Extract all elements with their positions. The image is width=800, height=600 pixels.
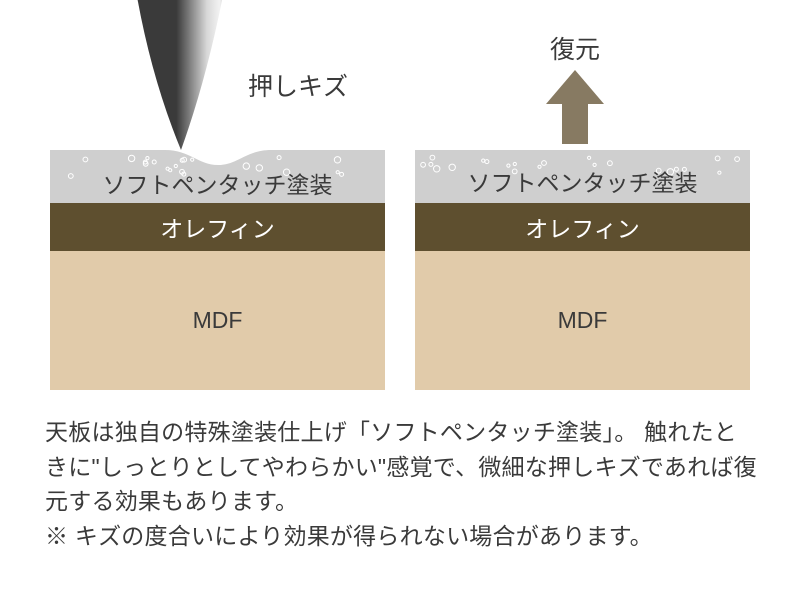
desc-line3: ※ キズの度合いにより効果が得られない場合があります。	[45, 523, 653, 549]
layer-mid-label: オレフィン	[160, 210, 275, 244]
panel-before: ソフトペンタッチ塗装 オレフィン MDF	[50, 150, 385, 390]
layer-top: ソフトペンタッチ塗装	[415, 150, 750, 203]
layer-bottom: MDF	[415, 251, 750, 390]
desc-line1: 天板は独自の特殊塗装仕上げ「ソフトペンタッチ塗装」。	[45, 419, 637, 445]
scratch-annotation: 押しキズ	[248, 67, 348, 103]
layer-mid: オレフィン	[50, 203, 385, 251]
layer-mid: オレフィン	[415, 203, 750, 251]
panel-after: ソフトペンタッチ塗装 オレフィン MDF	[415, 150, 750, 390]
pen-tip-icon	[135, 0, 225, 150]
restore-annotation: 復元	[550, 30, 600, 66]
layer-bottom: MDF	[50, 251, 385, 390]
restore-arrow-icon	[540, 68, 610, 148]
layer-top-label: ソフトペンタッチ塗装	[103, 166, 333, 200]
description-text: 天板は独自の特殊塗装仕上げ「ソフトペンタッチ塗装」。 触れたときに"しっとりとし…	[45, 415, 760, 553]
layer-bottom-label: MDF	[558, 307, 608, 334]
layer-top-label-wrap: ソフトペンタッチ塗装	[50, 150, 385, 203]
layer-top-label: ソフトペンタッチ塗装	[468, 164, 698, 198]
diagram-panels: ソフトペンタッチ塗装 オレフィン MDF ソフトペンタッチ塗装 オレフィン MD…	[50, 150, 750, 390]
layer-bottom-label: MDF	[193, 307, 243, 334]
layer-mid-label: オレフィン	[525, 210, 640, 244]
